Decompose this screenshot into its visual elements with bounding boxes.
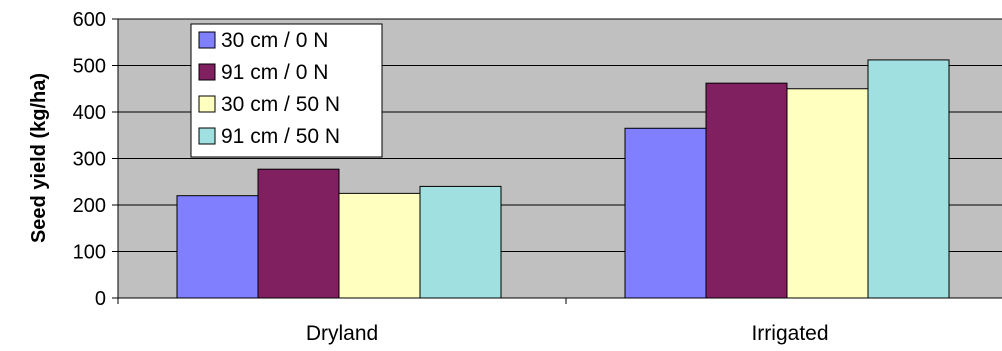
- y-tick-label: 200: [73, 195, 106, 217]
- bar-dryland-series-1: [176, 195, 259, 299]
- legend-swatch: [198, 95, 216, 113]
- bar-dryland-series-3: [338, 192, 421, 299]
- y-tick-label: 0: [95, 288, 106, 310]
- legend-box: [190, 23, 383, 158]
- legend-swatch: [198, 127, 216, 145]
- y-tick-label: 100: [73, 242, 106, 264]
- y-tick-label: 500: [73, 56, 106, 78]
- bar-irrigated-series-1: [624, 127, 707, 299]
- bar-irrigated-series-4: [867, 59, 950, 299]
- bar-dryland-series-4: [419, 185, 502, 299]
- y-tick-label: 600: [73, 9, 106, 31]
- legend-entry-label: 91 cm / 50 N: [221, 125, 340, 148]
- bars: [176, 59, 950, 299]
- legend-swatch: [198, 63, 216, 81]
- y-tick-label: 300: [73, 149, 106, 171]
- x-category-label: Irrigated: [751, 322, 828, 345]
- y-tick-labels: 0 100 200 300 400 500 600: [73, 9, 118, 310]
- x-category-labels: Dryland Irrigated: [117, 298, 829, 345]
- bar-irrigated-series-3: [786, 88, 869, 299]
- x-category-label: Dryland: [306, 322, 378, 345]
- legend-swatch: [198, 31, 216, 49]
- bar-dryland-series-2: [257, 168, 340, 299]
- y-axis-label: Seed yield (kg/ha): [28, 73, 50, 243]
- y-tick-label: 400: [73, 102, 106, 124]
- legend-entry-label: 30 cm / 50 N: [221, 93, 340, 116]
- bar-irrigated-series-2: [705, 82, 788, 299]
- legend-entry-label: 30 cm / 0 N: [221, 29, 328, 52]
- legend: 30 cm / 0 N 91 cm / 0 N 30 cm / 50 N 91 cm …: [190, 23, 383, 158]
- legend-entry-label: 91 cm / 0 N: [221, 61, 328, 84]
